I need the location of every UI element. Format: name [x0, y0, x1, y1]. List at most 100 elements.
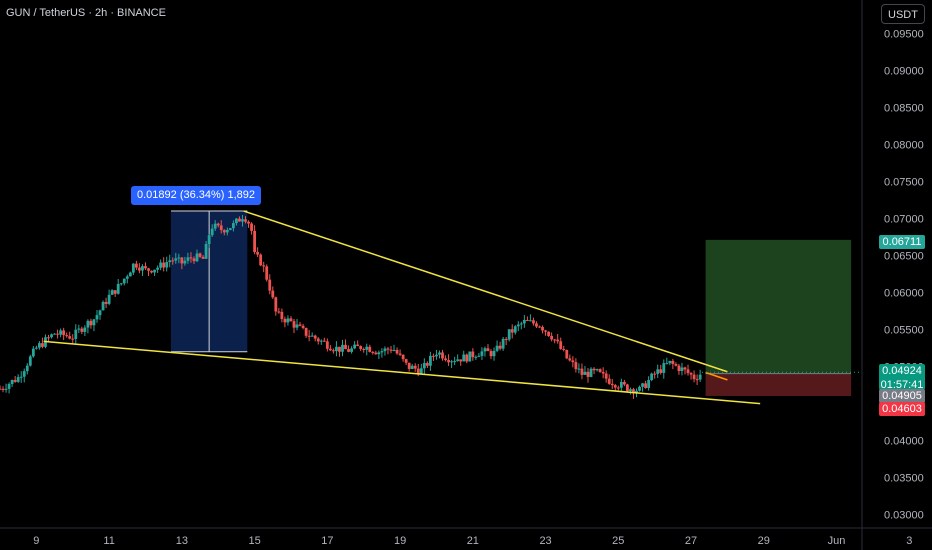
- candle-body: [395, 349, 399, 354]
- candle-body: [198, 253, 202, 257]
- candle-body: [413, 365, 417, 369]
- candle-body: [635, 390, 638, 394]
- candle-body: [428, 355, 432, 366]
- candle-body: [183, 260, 187, 264]
- entry-price-tag: 0.04905: [879, 389, 925, 403]
- candle-body: [362, 349, 366, 351]
- candle-body: [59, 330, 63, 335]
- candle-body: [68, 336, 72, 339]
- candle-body: [592, 368, 596, 371]
- candle-body: [201, 256, 205, 259]
- candle-body: [213, 223, 217, 229]
- candle-body: [316, 338, 320, 342]
- candle-body: [16, 377, 20, 382]
- candle-body: [277, 311, 281, 313]
- lower-trendline: [43, 340, 761, 405]
- candle-body: [513, 326, 517, 333]
- candle-body: [547, 331, 551, 336]
- candle-body: [659, 369, 663, 373]
- candle-body: [98, 310, 102, 316]
- candle-body: [580, 368, 584, 375]
- candle-body: [377, 352, 381, 355]
- candle-body: [474, 356, 478, 358]
- candle-body: [622, 382, 626, 385]
- candle-body: [147, 268, 150, 271]
- x-tick-label: 27: [685, 535, 697, 547]
- candle-body: [459, 359, 463, 362]
- candle-body: [380, 351, 384, 353]
- candle-body: [447, 360, 450, 363]
- candle-body: [186, 257, 190, 261]
- candle-body: [280, 311, 284, 319]
- candle-body: [22, 371, 26, 377]
- candle-body: [310, 335, 314, 337]
- candle-body: [619, 382, 623, 388]
- candle-body: [583, 371, 587, 375]
- candle-body: [174, 258, 178, 261]
- candle-body: [665, 363, 669, 365]
- y-tick-label: 0.08000: [884, 139, 924, 151]
- candle-body: [344, 344, 347, 350]
- candle-body: [313, 335, 317, 339]
- candle-body: [259, 254, 263, 266]
- candle-body: [62, 330, 66, 336]
- candle-body: [41, 343, 44, 347]
- candle-body: [365, 346, 369, 350]
- candle-body: [462, 354, 466, 362]
- candle-body: [80, 328, 84, 332]
- candle-body: [698, 374, 702, 380]
- x-tick-label: 3: [906, 535, 912, 547]
- candle-body: [247, 221, 250, 224]
- x-tick-label: Jun: [828, 535, 846, 547]
- candle-body: [1, 388, 5, 390]
- x-tick-label: 29: [758, 535, 770, 547]
- candle-body: [244, 219, 247, 222]
- candle-body: [644, 383, 647, 388]
- candle-body: [144, 266, 147, 269]
- candle-body: [353, 344, 357, 349]
- y-tick-label: 0.09000: [884, 65, 924, 77]
- y-tick-label: 0.03500: [884, 473, 924, 485]
- x-tick-label: 23: [539, 535, 551, 547]
- candle-body: [225, 229, 229, 233]
- candle-body: [680, 367, 684, 371]
- y-tick-label: 0.08500: [884, 102, 924, 114]
- candle-body: [477, 355, 481, 357]
- candle-body: [338, 346, 341, 352]
- currency-button[interactable]: USDT: [881, 4, 925, 24]
- candle-body: [134, 263, 138, 268]
- candle-body: [638, 386, 641, 391]
- candle-body: [677, 365, 681, 371]
- candle-body: [262, 265, 266, 267]
- candle-body: [559, 341, 563, 349]
- candle-body: [168, 260, 172, 263]
- target-price-tag: 0.06711: [879, 235, 925, 249]
- candle-body: [180, 257, 184, 264]
- candle-body: [519, 323, 523, 325]
- candle-body: [586, 371, 590, 377]
- candle-body: [468, 351, 472, 362]
- candle-body: [286, 318, 290, 323]
- candle-body: [492, 350, 496, 357]
- candle-body: [304, 327, 308, 336]
- candle-body: [392, 349, 396, 351]
- candle-body: [610, 383, 614, 386]
- candle-body: [507, 329, 511, 340]
- candle-body: [125, 276, 129, 279]
- candle-body: [407, 362, 411, 369]
- candle-body: [416, 368, 420, 374]
- x-tick-label: 15: [248, 535, 260, 547]
- candle-body: [65, 335, 69, 337]
- candle-body: [141, 266, 144, 271]
- y-tick-label: 0.09500: [884, 28, 924, 40]
- candle-body: [607, 378, 611, 384]
- candle-body: [122, 278, 126, 284]
- candle-body: [107, 294, 111, 304]
- candle-body: [19, 376, 23, 378]
- candle-body: [283, 318, 287, 323]
- candle-body: [386, 348, 390, 350]
- symbol-title[interactable]: GUN / TetherUS · 2h · BINANCE: [6, 7, 166, 19]
- candle-body: [516, 324, 520, 327]
- candle-body: [128, 272, 132, 277]
